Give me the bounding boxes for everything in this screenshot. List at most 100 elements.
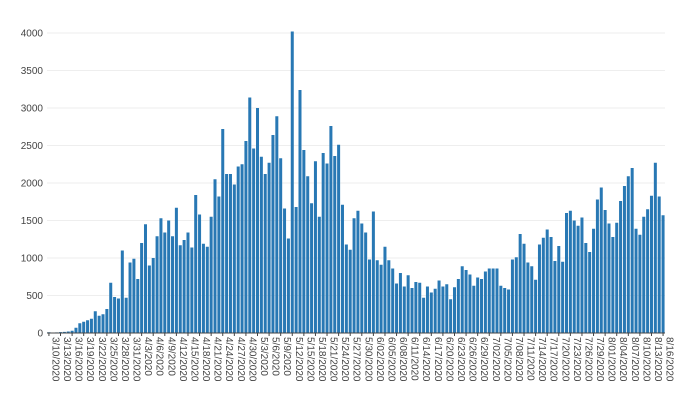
bar [136, 279, 140, 333]
bar [371, 211, 375, 333]
bar [313, 161, 317, 333]
bar [66, 331, 70, 333]
bar [642, 216, 646, 333]
bar [97, 315, 101, 333]
bar [510, 259, 514, 333]
x-tick-label: 6/17/2020 [432, 337, 443, 382]
bar [259, 156, 263, 333]
bar [109, 282, 113, 333]
bar [634, 228, 638, 333]
x-tick-label: 3/22/2020 [96, 337, 107, 382]
x-tick-label: 7/20/2020 [559, 337, 570, 382]
bar [534, 279, 538, 333]
bar [491, 268, 495, 333]
bar [495, 268, 499, 333]
bar [456, 279, 460, 333]
x-tick-label: 6/11/2020 [409, 337, 420, 381]
x-tick-label: 3/19/2020 [84, 337, 95, 382]
bar [159, 218, 163, 333]
bar [143, 224, 147, 333]
y-tick-label: 3000 [21, 104, 44, 115]
x-tick-label: 4/24/2020 [223, 337, 234, 382]
bar [209, 216, 213, 333]
y-tick-label: 1500 [21, 216, 44, 227]
bar [248, 97, 252, 333]
bar [221, 129, 225, 333]
bar [263, 174, 267, 333]
x-tick-label: 5/12/2020 [293, 337, 304, 382]
x-tick-label: 4/30/2020 [246, 337, 257, 382]
bar [78, 323, 82, 333]
bar [116, 298, 120, 333]
x-tick-label: 7/08/2020 [513, 337, 524, 382]
bar [352, 218, 356, 333]
bar [561, 261, 565, 333]
bar [480, 279, 484, 333]
bar [364, 232, 368, 333]
bar [487, 268, 491, 333]
bar [302, 150, 306, 333]
bar [163, 232, 167, 333]
bar [541, 237, 545, 333]
x-tick-label: 7/23/2020 [571, 337, 582, 382]
bar [441, 286, 445, 333]
bar [565, 213, 569, 333]
bar [89, 318, 93, 333]
bar [653, 162, 657, 333]
bar [537, 244, 541, 333]
bar [267, 162, 271, 333]
x-tick-label: 5/15/2020 [304, 337, 315, 382]
x-tick-label: 8/16/2020 [664, 337, 675, 382]
x-tick-label: 7/14/2020 [536, 337, 547, 382]
x-tick-label: 5/21/2020 [328, 337, 339, 382]
bar [225, 174, 229, 333]
bar [294, 207, 298, 333]
bar [522, 243, 526, 333]
x-tick-label: 8/10/2020 [640, 337, 651, 382]
bar [472, 285, 476, 333]
x-tick-label: 3/31/2020 [131, 337, 142, 382]
bar [290, 31, 294, 333]
bar [286, 238, 290, 333]
bar [410, 288, 414, 333]
x-tick-label: 5/30/2020 [362, 337, 373, 382]
bar [545, 229, 549, 333]
x-tick-label: 5/24/2020 [339, 337, 350, 382]
bar [333, 156, 337, 333]
bar [348, 249, 352, 333]
x-tick-label: 3/28/2020 [119, 337, 130, 382]
bar [638, 234, 642, 333]
bar [252, 148, 256, 333]
bar [128, 262, 132, 333]
bar [86, 320, 90, 333]
bar [340, 204, 344, 333]
x-tick-label: 3/16/2020 [73, 337, 84, 382]
bar [190, 247, 194, 333]
bar [82, 321, 86, 333]
bar [171, 236, 175, 333]
x-tick-label: 4/12/2020 [177, 337, 188, 382]
y-tick-label: 500 [26, 291, 43, 302]
bar [646, 209, 650, 333]
bar [414, 282, 418, 333]
x-tick-label: 5/6/2020 [270, 337, 281, 376]
bar [507, 289, 511, 333]
x-tick-label: 7/26/2020 [582, 337, 593, 382]
bar [445, 284, 449, 333]
bar [425, 286, 429, 333]
bar [275, 116, 279, 333]
bar [298, 90, 302, 333]
bar [468, 274, 472, 333]
bar [140, 243, 144, 333]
bar [186, 232, 190, 333]
bar [433, 288, 437, 333]
x-tick-label: 6/23/2020 [455, 337, 466, 382]
x-tick-label: 7/02/2020 [490, 337, 501, 382]
x-tick-label: 8/07/2020 [629, 337, 640, 382]
bar [464, 270, 468, 333]
bar [379, 264, 383, 333]
bar [518, 234, 522, 333]
bar [603, 210, 607, 333]
bar [217, 196, 221, 333]
